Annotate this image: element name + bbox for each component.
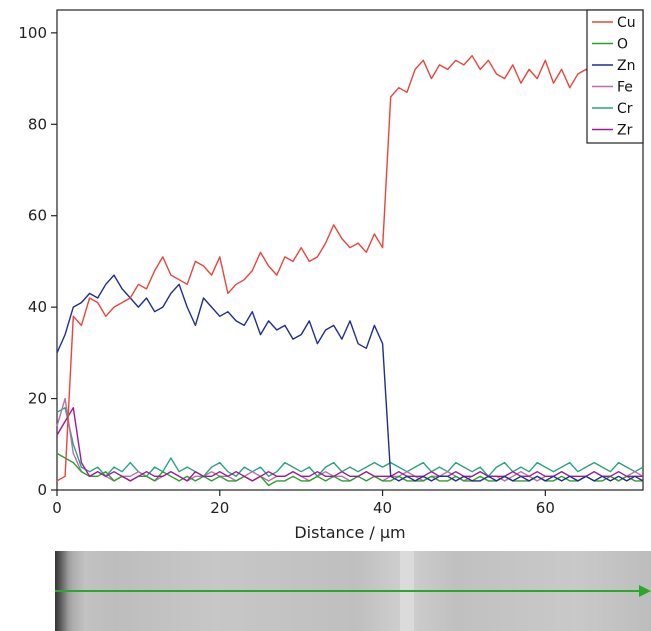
x-tick-label: 60: [536, 499, 555, 517]
legend: Cu O Zn Fe Cr Zr: [586, 9, 644, 144]
scan-direction-arrow-icon: [639, 585, 651, 597]
x-tick-label: 0: [52, 499, 62, 517]
y-tick-label: 0: [37, 481, 47, 499]
series-line-zr: [56, 407, 643, 482]
legend-label-fe: Fe: [617, 80, 633, 96]
x-tick-label: 40: [373, 499, 392, 517]
y-tick-label: 100: [18, 24, 47, 42]
y-tick-label: 20: [28, 390, 47, 408]
legend-label-cr: Cr: [617, 101, 633, 117]
series-line-zn: [56, 274, 644, 482]
legend-label-zn: Zn: [617, 58, 635, 74]
legend-label-o: O: [617, 37, 628, 53]
line-chart: 0 20 40 60 0 20 40 60 80 100 Distance / µm Cu O Zn…: [18, 9, 644, 542]
x-axis-label: Distance / µm: [294, 523, 405, 542]
legend-label-zr: Zr: [617, 123, 633, 139]
series-layer: [56, 55, 644, 487]
series-line-cu: [56, 55, 644, 482]
y-axis: 0 20 40 60 80 100: [18, 24, 57, 499]
x-axis: 0 20 40 60: [52, 490, 555, 517]
x-tick-label: 20: [210, 499, 229, 517]
sem-micrograph: [55, 551, 651, 631]
legend-label-cu: Cu: [617, 15, 636, 31]
series-line-cr: [56, 407, 644, 477]
y-tick-label: 80: [28, 115, 47, 133]
plot-frame: [56, 9, 644, 491]
y-tick-label: 40: [28, 298, 47, 316]
legend-box: [586, 9, 644, 144]
y-tick-label: 60: [28, 207, 47, 225]
line-scan-path: [55, 590, 643, 592]
